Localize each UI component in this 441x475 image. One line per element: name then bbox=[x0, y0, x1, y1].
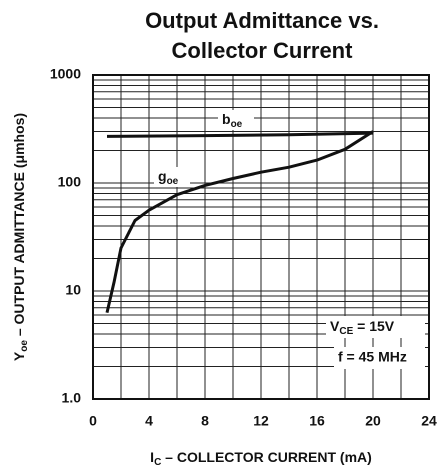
x-tick-label: 4 bbox=[145, 413, 153, 429]
chart-title: Collector Current bbox=[172, 38, 354, 63]
x-tick-label: 16 bbox=[309, 413, 325, 429]
x-tick-label: 24 bbox=[421, 413, 437, 429]
annotation: VCE = 15V bbox=[330, 318, 395, 337]
x-tick-label: 20 bbox=[365, 413, 381, 429]
x-tick-label: 8 bbox=[201, 413, 209, 429]
chart-title: Output Admittance vs. bbox=[145, 8, 379, 33]
y-tick-label: 1.0 bbox=[62, 390, 82, 406]
x-tick-label: 12 bbox=[253, 413, 269, 429]
x-axis-label: IC – COLLECTOR CURRENT (mA) bbox=[150, 449, 372, 468]
data-line bbox=[105, 130, 374, 314]
annotation-bg bbox=[326, 316, 425, 338]
series-label: goe bbox=[158, 168, 179, 187]
data-line bbox=[106, 131, 374, 138]
y-axis-label: Yoe – OUTPUT ADMITTANCE (μmhos) bbox=[11, 113, 30, 361]
series-label: boe bbox=[222, 111, 243, 130]
annotation: f = 45 MHz bbox=[338, 349, 407, 365]
x-tick-label: 0 bbox=[89, 413, 97, 429]
y-tick-label: 1000 bbox=[50, 66, 81, 82]
label-bg bbox=[154, 167, 190, 187]
y-tick-label: 100 bbox=[58, 174, 82, 190]
annotation-bg bbox=[334, 347, 425, 369]
plot-frame bbox=[92, 74, 430, 400]
y-tick-label: 10 bbox=[65, 282, 81, 298]
label-bg bbox=[218, 110, 254, 130]
